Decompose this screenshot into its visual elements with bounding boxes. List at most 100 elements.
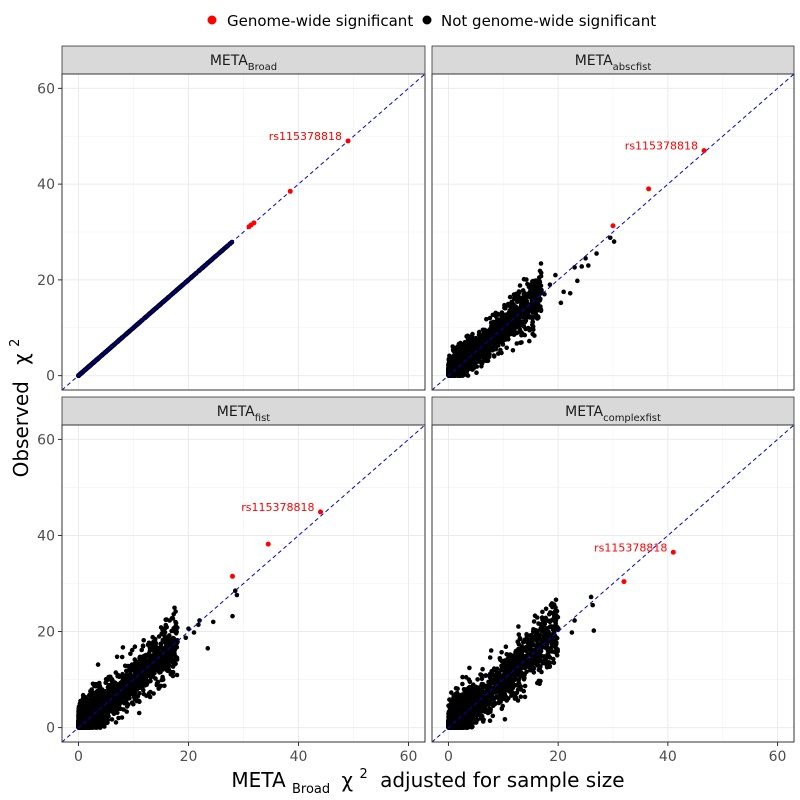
point-not-significant	[447, 364, 452, 370]
facet-strip-label-subscript: abscfist	[613, 62, 652, 73]
point-not-significant	[536, 286, 541, 292]
y-axis-tick-label: 0	[46, 369, 55, 385]
facet-strip-label: METAabscfist	[575, 53, 652, 73]
y-axis-tick-label: 60	[37, 81, 55, 97]
point-not-significant	[121, 679, 126, 684]
point-not-significant	[121, 674, 126, 679]
point-not-significant	[516, 318, 522, 323]
point-not-significant	[167, 633, 172, 638]
point-not-significant	[553, 272, 558, 278]
point-not-significant	[527, 338, 532, 344]
point-not-significant	[504, 313, 510, 319]
point-not-significant	[558, 300, 564, 306]
point-not-significant	[561, 289, 566, 295]
point-not-significant	[499, 310, 505, 315]
point-not-significant	[171, 612, 176, 617]
point-not-significant	[453, 359, 458, 365]
point-not-significant	[155, 679, 161, 685]
point-not-significant	[172, 651, 177, 657]
point-not-significant	[157, 670, 162, 675]
point-not-significant	[131, 677, 137, 683]
point-not-significant	[533, 312, 539, 317]
point-not-significant	[146, 691, 152, 696]
point-not-significant	[119, 715, 125, 720]
point-not-significant	[167, 618, 172, 623]
point-not-significant	[538, 308, 544, 314]
point-not-significant	[156, 634, 162, 639]
point-not-significant	[572, 265, 577, 270]
point-not-significant	[459, 368, 464, 374]
legend-marker-not-significant	[422, 15, 432, 25]
point-not-significant	[493, 331, 499, 336]
point-not-significant	[446, 369, 452, 375]
point-not-significant	[141, 638, 146, 643]
point-not-significant	[104, 698, 110, 703]
point-cloud	[76, 588, 240, 730]
point-not-significant	[146, 651, 152, 656]
point-not-significant	[530, 322, 535, 328]
point-not-significant	[463, 366, 469, 372]
point-significant	[646, 186, 652, 192]
point-not-significant	[503, 337, 509, 342]
panel-border	[431, 73, 795, 391]
point-not-significant	[136, 710, 142, 716]
point-significant	[610, 223, 616, 229]
facet-strip-label-main: META	[210, 53, 248, 69]
point-not-significant	[167, 663, 172, 669]
point-not-significant	[137, 676, 142, 681]
point-not-significant	[517, 298, 523, 303]
point-not-significant	[611, 239, 617, 244]
point-not-significant	[461, 347, 467, 352]
point-significant	[701, 148, 707, 154]
point-not-significant	[150, 674, 156, 679]
point-not-significant	[532, 333, 537, 338]
point-not-significant	[538, 270, 544, 276]
point-not-significant	[510, 348, 516, 353]
point-not-significant	[126, 691, 131, 697]
gridlines	[432, 74, 794, 390]
point-not-significant	[495, 317, 500, 323]
point-not-significant	[173, 619, 178, 625]
point-significant	[287, 188, 293, 194]
point-not-significant	[536, 297, 541, 303]
point-not-significant	[174, 672, 180, 678]
point-not-significant	[507, 294, 513, 300]
point-not-significant	[534, 303, 539, 309]
point-not-significant	[153, 641, 159, 646]
point-not-significant	[129, 647, 135, 653]
point-not-significant	[163, 617, 168, 622]
point-not-significant	[150, 642, 155, 647]
point-not-significant	[172, 626, 177, 632]
point-not-significant	[119, 654, 125, 660]
point-not-significant	[461, 352, 467, 357]
point-not-significant	[497, 334, 502, 340]
facet-strip-label: METABroad	[210, 53, 277, 73]
panel-border	[61, 73, 426, 391]
y-axis-title-main: Observed	[9, 381, 33, 477]
point-not-significant	[586, 263, 591, 268]
point-not-significant	[479, 361, 485, 366]
facet-strip	[431, 45, 795, 75]
y-axis-title-symbol: χ	[9, 353, 33, 365]
point-not-significant	[498, 330, 504, 335]
point-not-significant	[131, 664, 137, 669]
point-not-significant	[132, 697, 138, 702]
reference-line	[62, 74, 425, 390]
point-not-significant	[491, 338, 496, 343]
point-not-significant	[141, 687, 146, 693]
point-not-significant	[495, 312, 500, 318]
point-not-significant	[467, 335, 472, 340]
facet-strip-label: METAfist	[217, 404, 270, 424]
facet-strip-label-subscript: Broad	[248, 62, 277, 73]
point-not-significant	[513, 325, 519, 330]
point-not-significant	[517, 283, 523, 288]
point-cloud	[76, 239, 235, 378]
y-axis-title-superscript: 2	[8, 339, 23, 347]
point-not-significant	[119, 695, 125, 700]
point-not-significant	[121, 707, 126, 712]
legend-label-not-significant: Not genome-wide significant	[441, 12, 656, 30]
point-not-significant	[521, 308, 527, 314]
point-not-significant	[132, 644, 138, 649]
point-not-significant	[165, 639, 171, 644]
